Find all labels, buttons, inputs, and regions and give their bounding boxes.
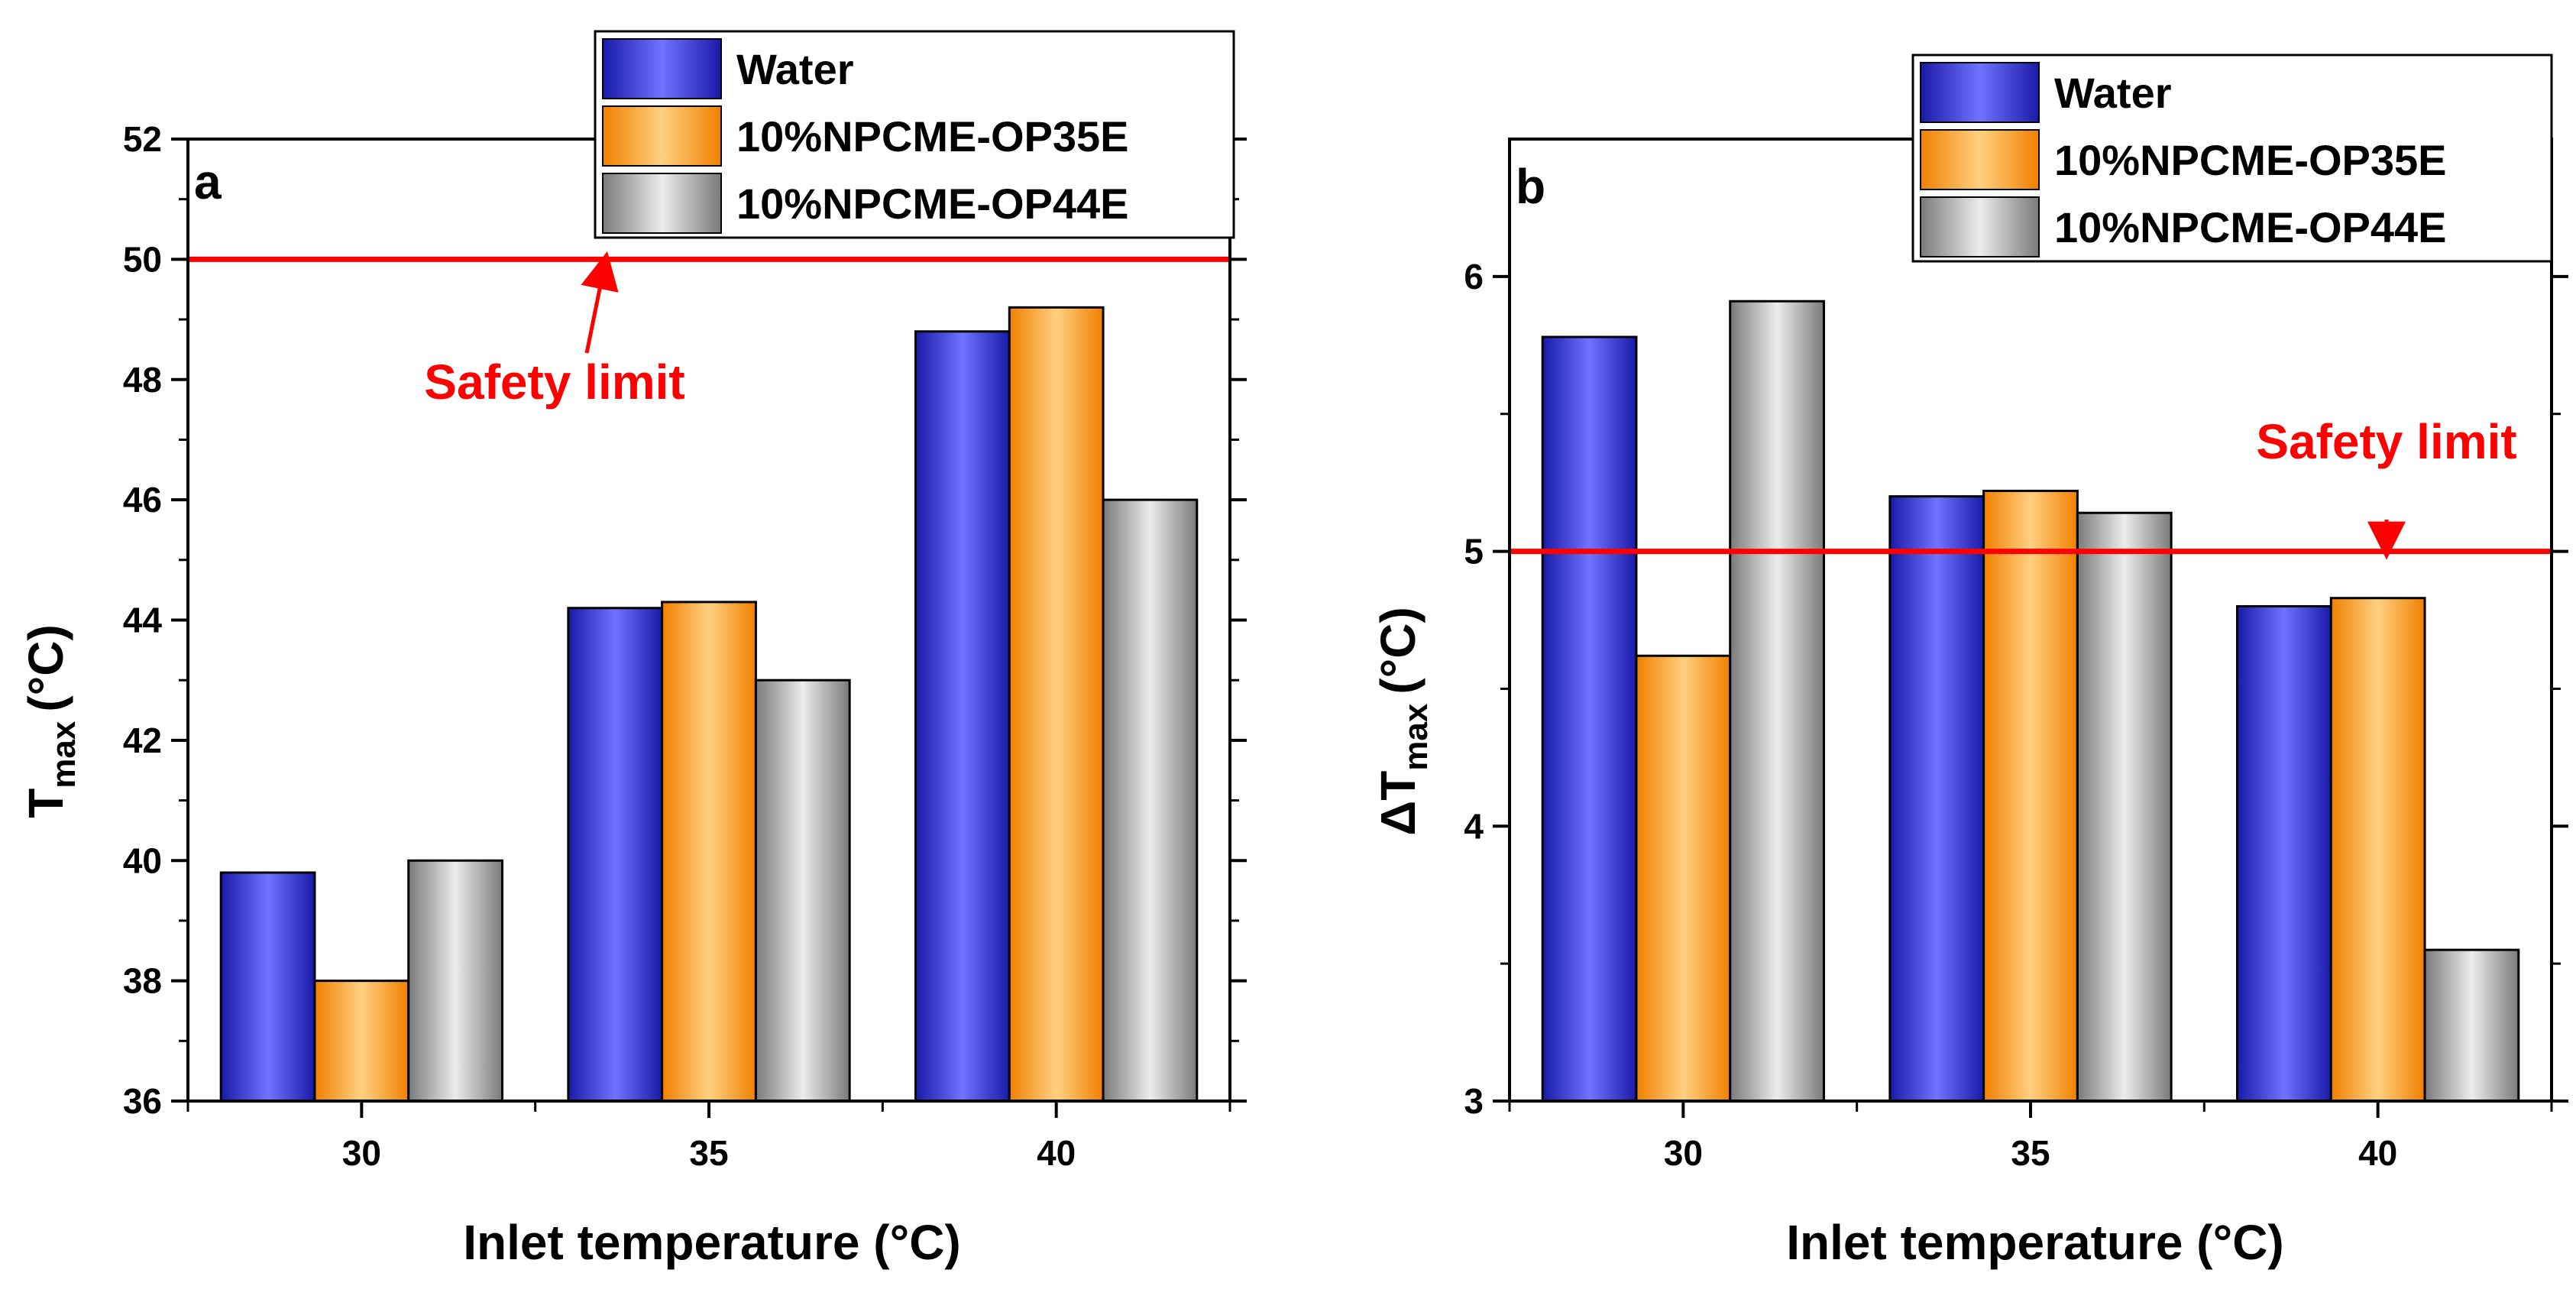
bar-op35e-30 [313, 980, 410, 1103]
bar-op35e-30 [1635, 654, 1732, 1103]
legend-label-op44e: 10%NPCME-OP44E [2054, 203, 2447, 251]
bar-op44e-30 [407, 859, 503, 1103]
legend-label-water: Water [2054, 69, 2172, 117]
y-axis-ticks: 36 38 40 42 44 46 48 50 52 [123, 119, 1247, 1121]
y-tick-label: 38 [123, 961, 162, 1001]
bar-op35e-40 [2329, 597, 2426, 1103]
x-tick-label: 40 [1037, 1133, 1076, 1173]
legend-swatch-op44e [602, 173, 722, 234]
y-axis-label-sub: max [1397, 703, 1435, 771]
y-axis-label-main: ΔT [1371, 771, 1426, 836]
bar-op44e-35 [2076, 511, 2173, 1103]
y-axis-label-main: T [18, 789, 73, 818]
y-tick-label: 3 [1464, 1081, 1484, 1121]
safety-limit-arrow [581, 251, 619, 354]
y-tick-label: 40 [123, 840, 162, 880]
panel-label: b [1516, 159, 1545, 214]
y-axis-label-sub: max [45, 721, 83, 789]
y-tick-label: 48 [123, 360, 162, 400]
y-tick-label: 5 [1464, 532, 1484, 572]
x-tick-label: 30 [342, 1133, 381, 1173]
y-axis-label-unit: (°C) [18, 624, 73, 711]
legend-label-op35e: 10%NPCME-OP35E [736, 112, 1129, 160]
y-axis-label-unit: (°C) [1371, 607, 1426, 694]
x-axis-label: Inlet temperature (°C) [1786, 1215, 2283, 1270]
legend: Water 10%NPCME-OP35E 10%NPCME-OP44E [594, 30, 1235, 239]
bar-op44e-30 [1729, 300, 1825, 1103]
bar-op35e-40 [1008, 306, 1105, 1103]
bars-group [219, 306, 1199, 1103]
legend-label-op44e: 10%NPCME-OP44E [736, 180, 1129, 228]
bar-op44e-40 [1102, 498, 1199, 1103]
legend-swatch-op44e [1920, 196, 2040, 257]
y-tick-label: 52 [123, 119, 162, 159]
chart-panel-a: 36 38 40 42 44 46 48 50 52 30 35 40 Safety limit a… [18, 30, 1247, 1270]
x-tick-label: 30 [1664, 1133, 1703, 1173]
y-axis-label: ΔTmax (°C) [1371, 607, 1435, 836]
bar-water-35 [1888, 495, 1985, 1103]
legend: Water 10%NPCME-OP35E 10%NPCME-OP44E [1911, 53, 2553, 263]
safety-limit-label: Safety limit [2256, 414, 2516, 469]
legend-swatch-water [602, 38, 722, 99]
x-axis-label: Inlet temperature (°C) [463, 1215, 960, 1270]
legend-swatch-op35e [1920, 129, 2040, 190]
safety-limit-label: Safety limit [424, 355, 684, 410]
y-tick-label: 4 [1464, 806, 1484, 846]
bar-op35e-35 [661, 601, 757, 1103]
x-tick-label: 40 [2358, 1133, 2397, 1173]
x-axis-ticks: 30 35 40 [186, 1101, 1231, 1173]
y-tick-label: 6 [1464, 257, 1484, 296]
bar-op35e-35 [1982, 489, 2079, 1103]
y-tick-label: 36 [123, 1081, 162, 1121]
bar-water-40 [2236, 605, 2332, 1103]
legend-label-water: Water [736, 45, 854, 93]
y-axis-label: Tmax (°C) [18, 624, 83, 818]
bar-op44e-35 [754, 679, 851, 1103]
panel-label: a [194, 154, 222, 209]
x-tick-label: 35 [689, 1133, 728, 1173]
bars-group [1541, 300, 2520, 1103]
y-tick-label: 42 [123, 721, 162, 760]
bar-water-35 [567, 607, 664, 1103]
legend-swatch-op35e [602, 105, 722, 167]
bar-water-30 [1541, 335, 1638, 1103]
x-tick-label: 35 [2011, 1133, 2050, 1173]
legend-swatch-water [1920, 62, 2040, 123]
bar-water-40 [914, 330, 1011, 1103]
bar-op44e-40 [2423, 948, 2520, 1103]
y-tick-label: 50 [123, 239, 162, 279]
bar-water-30 [219, 871, 316, 1103]
chart-panel-b: 3 4 5 6 30 35 40 Safety limit b Inlet tempera… [1371, 53, 2568, 1270]
x-axis-ticks: 30 35 40 [1508, 1101, 2553, 1173]
legend-label-op35e: 10%NPCME-OP35E [2054, 136, 2447, 184]
y-tick-label: 46 [123, 480, 162, 520]
y-tick-label: 44 [123, 601, 163, 640]
